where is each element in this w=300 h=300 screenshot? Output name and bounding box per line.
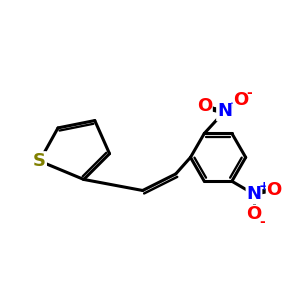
Text: O: O bbox=[233, 91, 249, 109]
Text: -: - bbox=[246, 86, 252, 100]
Text: O: O bbox=[246, 206, 262, 224]
Text: +: + bbox=[259, 180, 270, 193]
Text: O: O bbox=[267, 182, 282, 200]
Text: +: + bbox=[230, 97, 240, 110]
Text: N: N bbox=[247, 185, 262, 203]
Text: -: - bbox=[259, 215, 265, 230]
Text: S: S bbox=[33, 152, 46, 170]
Text: O: O bbox=[197, 97, 212, 115]
Text: N: N bbox=[217, 102, 232, 120]
